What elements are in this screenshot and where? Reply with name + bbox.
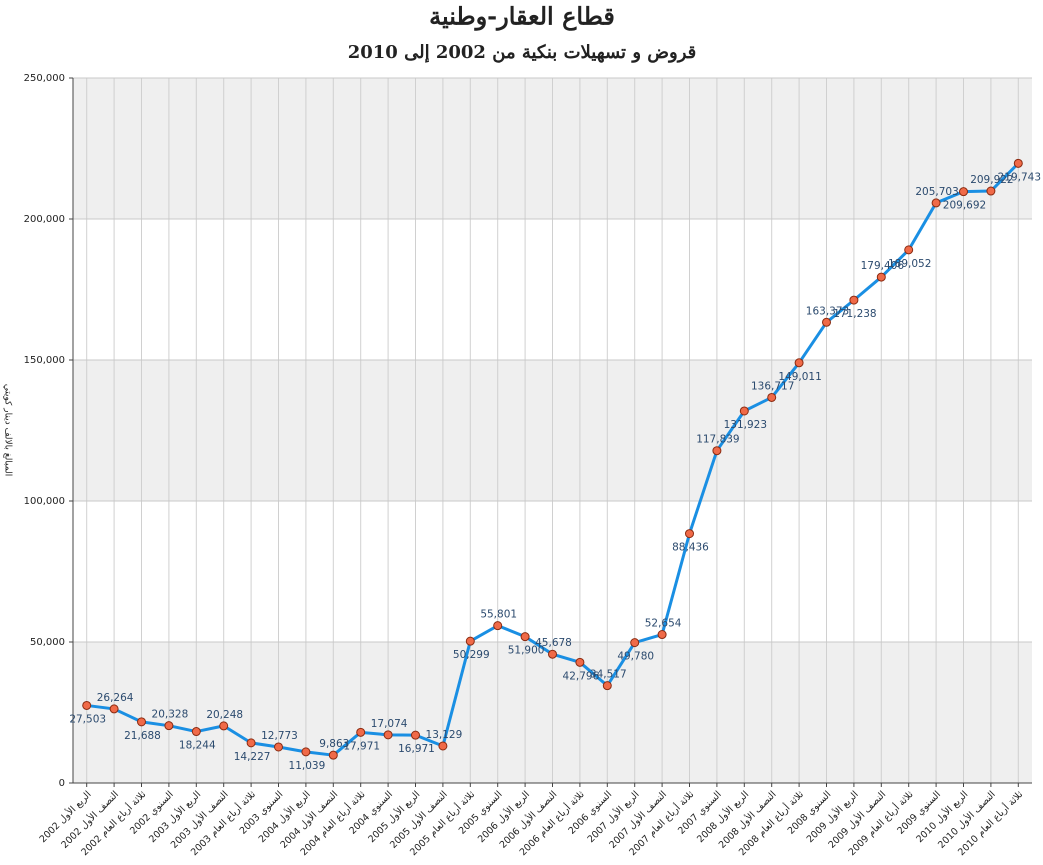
marker (794, 358, 804, 368)
value-label: 55,801 (480, 609, 517, 621)
value-label: 34,517 (590, 669, 627, 681)
marker (712, 446, 722, 456)
value-label: 117,839 (696, 434, 739, 446)
value-label: 52,654 (645, 618, 682, 630)
marker (767, 392, 777, 402)
value-label: 88,436 (672, 542, 709, 554)
marker (876, 272, 886, 282)
chart-title: قطاع العقار-وطنية (429, 2, 615, 32)
y-tick-label: 100,000 (24, 496, 65, 507)
marker (438, 741, 448, 751)
value-label: 49,780 (617, 651, 654, 663)
marker (109, 704, 119, 714)
chart-subtitle: قروض و تسهيلات بنكية من 2002 إلى 2010 (348, 42, 697, 63)
value-label: 27,503 (69, 713, 106, 725)
value-label: 17,971 (343, 740, 380, 752)
value-label: 21,688 (124, 730, 161, 742)
marker (1013, 158, 1023, 168)
marker (246, 738, 256, 748)
value-label: 42,796 (563, 670, 600, 682)
value-label: 209,922 (970, 174, 1013, 186)
value-label: 17,074 (371, 718, 408, 730)
marker (685, 529, 694, 539)
value-label: 9,863 (319, 738, 349, 750)
marker (575, 657, 585, 667)
marker (739, 406, 749, 416)
marker (657, 630, 667, 640)
marker (849, 295, 859, 305)
marker (191, 727, 201, 737)
marker (164, 721, 174, 731)
y-tick-label: 150,000 (24, 355, 65, 366)
marker (219, 721, 229, 731)
value-label: 205,703 (915, 186, 958, 198)
value-label: 45,678 (535, 637, 572, 649)
marker (822, 317, 831, 327)
marker (301, 747, 311, 757)
marker (274, 742, 283, 752)
value-label: 13,129 (426, 729, 463, 741)
value-label: 149,011 (778, 371, 821, 383)
y-tick-label: 0 (59, 778, 65, 789)
marker (630, 638, 640, 648)
marker (137, 717, 146, 727)
value-label: 136,717 (751, 380, 794, 392)
value-label: 20,248 (206, 709, 243, 721)
y-axis-label: المبالغ بالالف دينار كويتي (3, 384, 13, 476)
value-label: 16,971 (398, 743, 435, 755)
value-label: 219,743 (998, 171, 1041, 183)
value-label: 11,039 (289, 760, 326, 772)
marker (986, 186, 996, 196)
value-label: 18,244 (179, 740, 216, 752)
marker (465, 636, 475, 646)
marker (493, 621, 503, 631)
value-label: 163,373 (806, 305, 849, 317)
marker (82, 700, 92, 710)
value-label: 171,238 (833, 308, 876, 320)
marker (959, 187, 968, 197)
marker (328, 750, 338, 760)
value-label: 131,923 (724, 419, 767, 431)
y-tick-label: 250,000 (24, 73, 65, 84)
y-tick-label: 50,000 (30, 637, 65, 648)
value-label: 189,052 (888, 258, 931, 270)
marker (383, 730, 393, 740)
value-label: 14,227 (234, 751, 271, 763)
marker (520, 632, 530, 642)
value-label: 179,406 (861, 260, 905, 272)
marker (356, 727, 366, 737)
marker (411, 730, 420, 740)
marker (931, 198, 941, 208)
value-label: 50,299 (453, 649, 490, 661)
value-label: 20,328 (152, 709, 189, 721)
value-label: 26,264 (97, 692, 134, 704)
y-tick-label: 200,000 (24, 214, 65, 225)
marker (602, 681, 612, 691)
value-label: 209,692 (943, 200, 986, 212)
marker (904, 245, 914, 255)
value-label: 12,773 (261, 730, 298, 742)
marker (548, 649, 557, 659)
value-label: 51,900 (508, 645, 545, 657)
